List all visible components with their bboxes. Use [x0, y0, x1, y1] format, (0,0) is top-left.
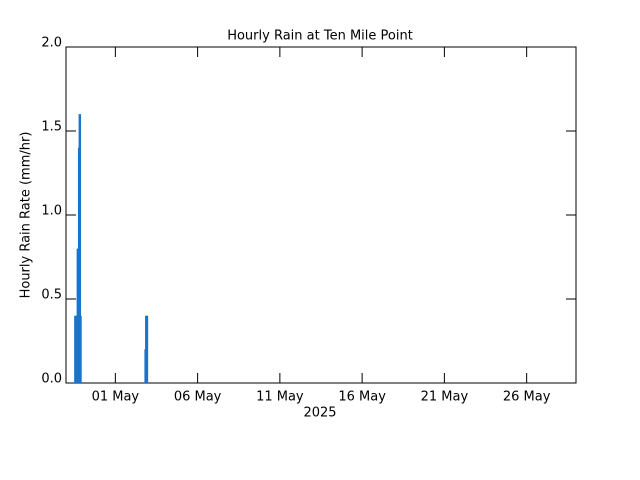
bar: [79, 315, 82, 383]
y-tick-label: 0.0: [41, 372, 62, 387]
chart-title: Hourly Rain at Ten Mile Point: [227, 29, 413, 44]
y-tick-label: 2.0: [41, 36, 62, 51]
y-tick-label: 1.0: [41, 204, 62, 219]
x-tick-label: 06 May: [174, 390, 222, 405]
x-tick-label: 16 May: [338, 390, 386, 405]
bar: [146, 315, 149, 383]
x-tick-label: 11 May: [256, 390, 304, 405]
y-axis-label: Hourly Rain Rate (mm/hr): [19, 132, 34, 299]
x-axis-label: 2025: [303, 406, 336, 421]
x-tick-label: 26 May: [503, 390, 551, 405]
bar: [79, 114, 82, 383]
x-tick-label: 01 May: [92, 390, 140, 405]
x-tick-label: 21 May: [421, 390, 469, 405]
y-tick-label: 1.5: [41, 120, 62, 135]
y-tick-label: 0.5: [41, 288, 62, 303]
